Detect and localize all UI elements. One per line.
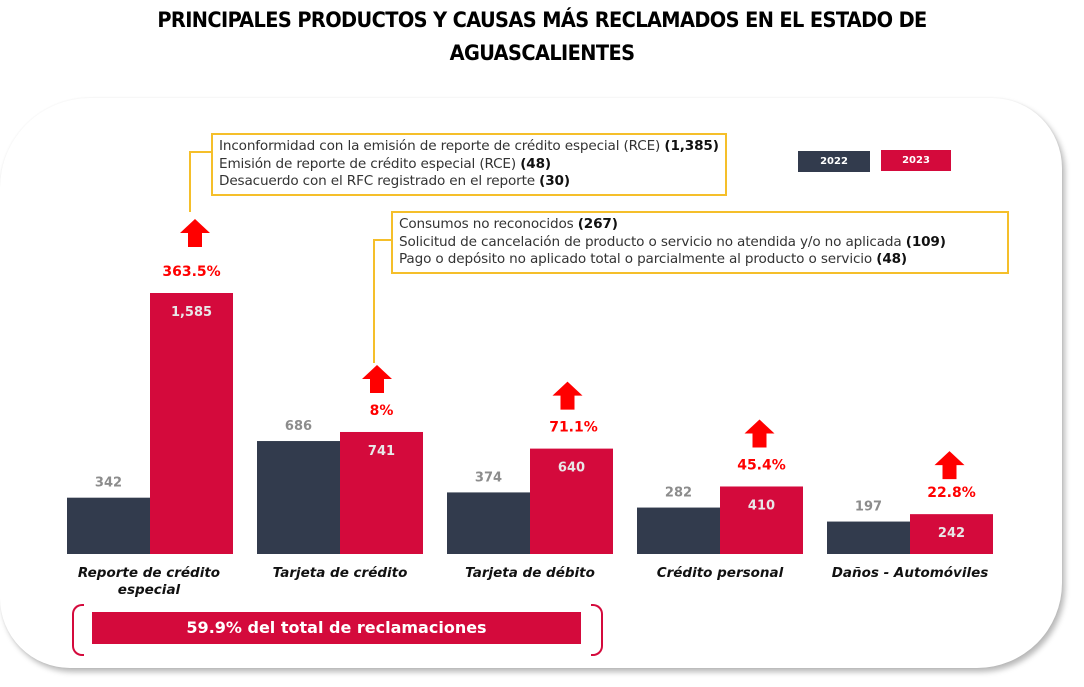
callout-reporte-credito-especial: Inconformidad con la emisión de reporte … xyxy=(211,133,727,196)
change-percent-label: 22.8% xyxy=(927,485,976,501)
up-arrow-icon xyxy=(362,364,392,393)
change-percent-label: 8% xyxy=(370,403,394,419)
bracket-right xyxy=(591,604,603,656)
bar-2022 xyxy=(447,492,530,554)
legend-2023: 2023 xyxy=(881,150,951,171)
data-label-2023: 741 xyxy=(368,444,395,459)
category-label: Tarjeta de débito xyxy=(465,565,595,581)
bar-2023 xyxy=(530,448,613,554)
up-arrow-icon xyxy=(744,419,775,448)
title-line-2: AGUASCALIENTES xyxy=(449,41,635,66)
title-line-1: PRINCIPALES PRODUCTOS Y CAUSAS MÁS RECLA… xyxy=(157,8,927,33)
change-percent-label: 71.1% xyxy=(549,420,598,436)
callout-item: Desacuerdo con el RFC registrado en el r… xyxy=(219,173,570,189)
bar-2022 xyxy=(827,521,910,554)
data-label-2022: 282 xyxy=(665,486,692,501)
data-label-2023: 1,585 xyxy=(171,305,212,320)
change-percent-label: 45.4% xyxy=(737,457,786,473)
bar-2023 xyxy=(340,431,423,554)
category-label: Tarjeta de crédito xyxy=(272,565,408,581)
category-label: Reporte de crédito especial xyxy=(77,565,221,598)
bar-2023 xyxy=(910,514,993,554)
callout-item: Consumos no reconocidos (267) xyxy=(399,216,618,232)
callout-item: Solicitud de cancelación de producto o s… xyxy=(399,233,946,250)
data-label-2022: 342 xyxy=(95,476,122,491)
callout-item: Inconformidad con la emisión de reporte … xyxy=(219,138,719,154)
callout-connector xyxy=(373,239,391,363)
data-label-2022: 686 xyxy=(285,419,312,434)
summary-banner: 59.9% del total de reclamaciones xyxy=(92,612,581,644)
data-label-2023: 242 xyxy=(938,526,965,541)
data-label-2023: 640 xyxy=(558,461,585,476)
data-label-2022: 197 xyxy=(855,500,882,515)
data-label-2023: 410 xyxy=(748,498,775,513)
chart-title: PRINCIPALES PRODUCTOS Y CAUSAS MÁS RECLA… xyxy=(0,4,1084,70)
up-arrow-icon xyxy=(180,219,210,247)
legend-2022: 2022 xyxy=(798,151,870,172)
category-label: Crédito personal xyxy=(656,565,784,581)
up-arrow-icon xyxy=(934,451,965,480)
up-arrow-icon xyxy=(552,381,583,410)
bar-2023 xyxy=(720,486,803,554)
category-label: Daños - Automóviles xyxy=(831,565,989,581)
callout-item: Pago o depósito no aplicado total o parc… xyxy=(399,251,907,267)
bar-2022 xyxy=(637,507,720,554)
data-label-2022: 374 xyxy=(475,470,502,485)
bar-2022 xyxy=(67,497,150,554)
callout-tarjeta-credito: Consumos no reconocidos (267) Solicitud … xyxy=(391,211,1009,274)
bar-2022 xyxy=(257,441,340,554)
callout-item: Emisión de reporte de crédito especial (… xyxy=(219,155,551,172)
callout-connector xyxy=(189,151,211,212)
bracket-left xyxy=(72,604,84,656)
change-percent-label: 363.5% xyxy=(162,264,220,280)
bar-2023 xyxy=(150,293,233,554)
